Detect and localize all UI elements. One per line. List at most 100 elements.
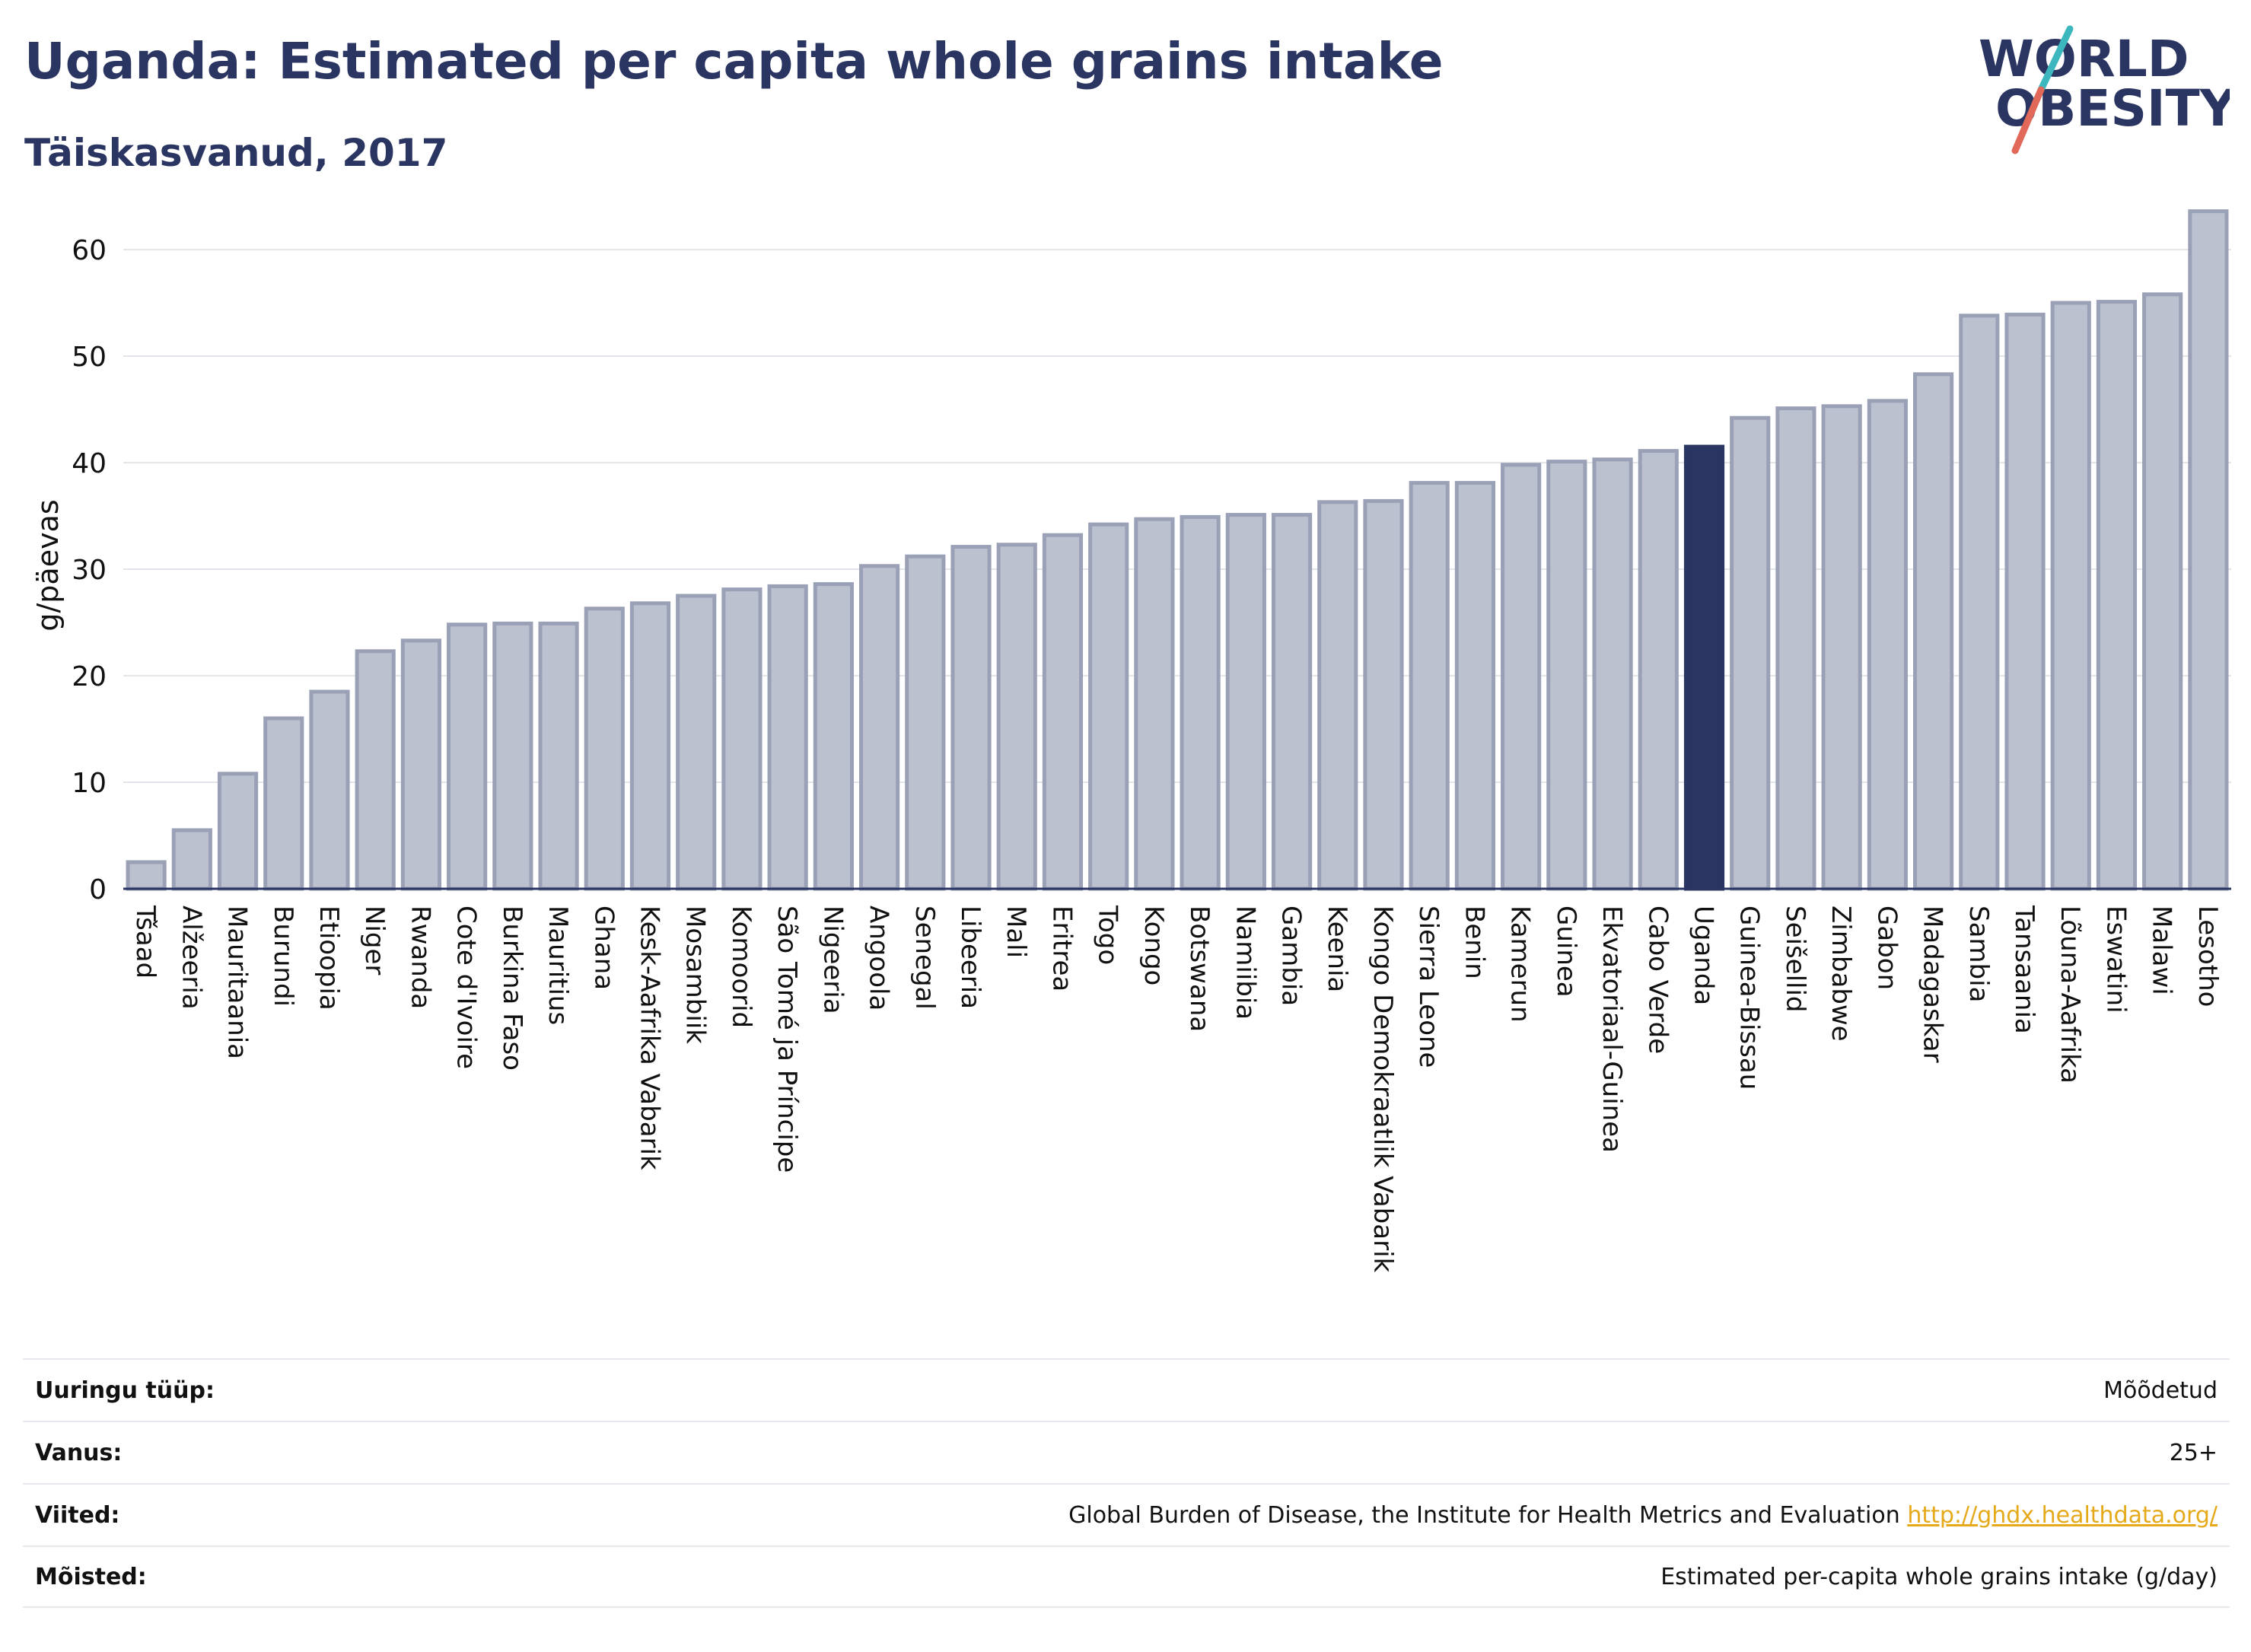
x-tick-label: Seišellid: [1780, 906, 1810, 1013]
bar: [1134, 517, 1175, 891]
logo-line-world: WORLD: [1979, 30, 2189, 88]
x-tick-label: Gambia: [1276, 906, 1307, 1006]
bar: [1454, 481, 1495, 891]
x-tick-label: Eritrea: [1046, 906, 1077, 992]
bar: [538, 621, 579, 891]
bar: [400, 638, 442, 891]
meta-row-age: Vanus: 25+: [23, 1421, 2230, 1483]
x-tick-label: Uganda: [1689, 906, 1719, 1005]
bar-chart: 0 10 20 30 40 50 60 g/päevas Tšaad Alžeeria Maurit…: [31, 209, 2231, 1273]
x-tick-label: Keenia: [1322, 906, 1352, 992]
bar: [1730, 415, 1771, 891]
x-tick-label: Cabo Verde: [1642, 906, 1673, 1054]
x-tick-label: Togo: [1093, 905, 1123, 965]
x-tick-label: Burundi: [268, 906, 298, 1007]
y-tick-label: 50: [72, 342, 107, 373]
y-tick-label: 0: [89, 874, 107, 906]
meta-value-wrap: Global Burden of Disease, the Institute …: [1068, 1502, 2218, 1529]
bar: [2004, 312, 2046, 891]
x-tick-label: São Tomé ja Príncipe: [772, 906, 802, 1173]
meta-row-definitions: Mõisted: Estimated per-capita whole grai…: [23, 1545, 2230, 1608]
x-tick-label: Etioopia: [314, 906, 344, 1011]
meta-label: Mõisted:: [35, 1563, 147, 1590]
bar: [309, 689, 350, 891]
bar: [813, 582, 854, 891]
bar: [1683, 444, 1725, 891]
x-tick-label: Eswatini: [2100, 906, 2131, 1014]
bar: [263, 716, 304, 891]
x-tick-label: Kesk-Aafrika Vabarik: [635, 906, 665, 1170]
x-tick-label: Niger: [359, 906, 390, 975]
bar: [1867, 399, 1908, 891]
bar: [950, 545, 992, 891]
x-tick-label: Rwanda: [405, 906, 435, 1009]
x-tick-label: Madagaskar: [1918, 906, 1948, 1063]
bar: [1042, 533, 1084, 891]
x-tick-label: Guinea: [1551, 906, 1581, 998]
bar: [1775, 406, 1816, 891]
y-tick-label: 10: [72, 768, 107, 799]
bar: [1592, 457, 1633, 891]
bar: [905, 554, 946, 891]
bar: [1271, 513, 1313, 891]
x-tick-label: Mauritius: [543, 906, 573, 1025]
bar: [721, 587, 763, 891]
x-tick-label: Cote d'Ivoire: [451, 906, 482, 1069]
x-tick-label: Mauritaania: [222, 906, 253, 1059]
x-tick-label: Malawi: [2147, 906, 2177, 995]
bar: [126, 860, 167, 891]
meta-label: Uuringu tüüp:: [35, 1377, 215, 1404]
x-tick-label: Kamerun: [1505, 906, 1536, 1023]
chart-subtitle: Täiskasvanud, 2017: [24, 131, 448, 175]
meta-value: Mõõdetud: [2103, 1377, 2218, 1404]
logo-slash-red: [2011, 86, 2045, 154]
bar: [2142, 292, 2183, 891]
bar: [1821, 404, 1862, 891]
x-tick-label: Namiibia: [1230, 906, 1260, 1020]
bar: [676, 594, 717, 891]
x-tick-label: Guinea-Bissau: [1734, 906, 1765, 1090]
x-tick-label: Angoola: [864, 906, 894, 1011]
x-tick-label: Libeeria: [955, 906, 985, 1009]
x-tick-label: Nigeeria: [817, 906, 848, 1014]
x-tick-label: Botswana: [1184, 906, 1215, 1032]
x-tick-label: Senegal: [909, 906, 940, 1010]
bar: [447, 622, 488, 891]
x-tick-label: Mali: [1001, 906, 1031, 958]
bar: [996, 543, 1037, 891]
bar: [859, 564, 900, 891]
x-tick-label: Sierra Leone: [1413, 906, 1444, 1068]
x-tick-label: Alžeeria: [176, 906, 206, 1010]
y-tick-label: 40: [72, 448, 107, 479]
bar: [171, 828, 212, 891]
bar: [1959, 314, 2000, 891]
x-tick-label: Zimbabwe: [1826, 906, 1856, 1042]
bar: [1317, 500, 1358, 891]
bar: [1088, 522, 1129, 891]
bar: [1546, 460, 1587, 891]
meta-value: 25+: [2169, 1439, 2218, 1466]
meta-label: Viited:: [35, 1501, 120, 1529]
meta-row-survey-type: Uuringu tüüp: Mõõdetud: [23, 1358, 2230, 1421]
bar: [1225, 513, 1266, 891]
bar: [584, 606, 625, 891]
x-tick-label: Benin: [1459, 906, 1489, 979]
bar: [1913, 372, 1954, 891]
bar: [492, 621, 533, 891]
x-tick-label: Kongo Demokraatlik Vabarik: [1367, 906, 1398, 1273]
logo-slash-teal: [2037, 25, 2074, 94]
reference-link[interactable]: http://ghdx.healthdata.org/: [1907, 1501, 2218, 1529]
world-obesity-logo: WORLD OBESITY: [1979, 25, 2230, 154]
bar: [629, 601, 671, 891]
x-tick-label: Kongo: [1138, 906, 1169, 985]
x-tick-label: Tšaad: [130, 905, 161, 979]
bar: [1363, 498, 1404, 891]
y-axis-label: g/päevas: [31, 499, 65, 631]
meta-value: Global Burden of Disease, the Institute …: [1068, 1501, 1900, 1529]
bar: [2096, 300, 2138, 891]
meta-label: Vanus:: [35, 1439, 123, 1466]
x-tick-label: Lesotho: [2192, 906, 2223, 1007]
x-tick-label: Lõuna-Aafrika: [2055, 906, 2085, 1084]
bar: [2188, 209, 2229, 891]
bar: [2050, 301, 2091, 891]
